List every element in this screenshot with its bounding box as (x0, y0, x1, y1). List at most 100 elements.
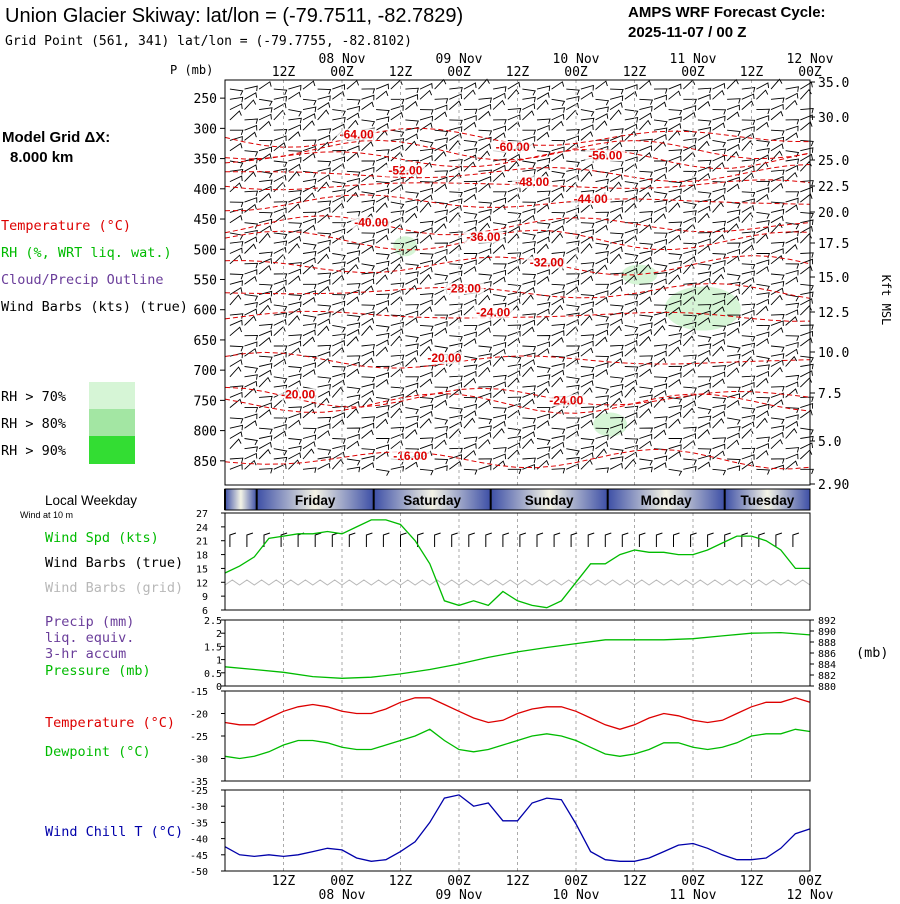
wind-barb (449, 447, 463, 454)
wind-barb (668, 346, 681, 357)
wind-barb (273, 279, 287, 286)
wind-barb (463, 377, 477, 388)
wind-barb (346, 170, 361, 177)
wind-barb (580, 459, 593, 470)
wind-barb (653, 285, 667, 295)
wind-barb (259, 98, 273, 107)
wind-barb (785, 237, 799, 244)
wind-barb (639, 328, 653, 337)
wind-barb (390, 105, 404, 111)
wind-barb (302, 336, 316, 347)
temperature-tick-label: -15 (190, 687, 208, 698)
wind-barb (288, 301, 302, 307)
wind-barb (478, 425, 492, 431)
wind-barb (375, 202, 388, 213)
wind-barb (361, 357, 374, 367)
wind-barb (361, 350, 375, 357)
wind-barb (361, 101, 374, 110)
wind-barb (346, 336, 359, 347)
wind-barb (653, 245, 667, 254)
wind-barb (405, 310, 419, 317)
wind-barb (799, 88, 812, 100)
wind-barb (449, 270, 463, 277)
wind-barb (697, 429, 710, 439)
wind-barb (405, 191, 419, 198)
wind-barb (741, 212, 754, 223)
top-hour-label: 12Z (272, 65, 296, 80)
wind-barb (653, 389, 667, 398)
wind-barb (229, 417, 244, 424)
wind-barb (770, 208, 785, 215)
wind-barb (683, 170, 697, 177)
wind-barb (288, 419, 301, 429)
wind-barb (288, 340, 302, 347)
wind-barb (405, 349, 419, 357)
wind-barb (551, 251, 566, 258)
wind-barb (288, 406, 303, 412)
pressure-tick-label: 880 (818, 682, 836, 693)
wind-barb (639, 283, 654, 289)
wind-barb (522, 352, 536, 359)
wind-barb (741, 263, 756, 270)
wind-barb (639, 433, 653, 440)
wind-barb (565, 181, 579, 193)
wind-barb (800, 147, 814, 153)
wind-barb (405, 100, 418, 110)
wind-barb (683, 321, 697, 328)
wind-barb (244, 459, 257, 470)
weekday-cell (256, 489, 374, 510)
wind-barb (697, 415, 712, 422)
wind-barb (492, 92, 506, 100)
wind-barb-10m (758, 532, 765, 547)
wind-barb (434, 417, 449, 425)
wind-barb (434, 216, 448, 224)
wind-barb (785, 374, 800, 381)
wind-barb (800, 370, 813, 378)
wind-barb (785, 92, 799, 100)
height-tick-label: 17.5 (818, 237, 849, 252)
wind-barb (522, 96, 536, 103)
wind-barb (785, 341, 799, 348)
wind-barb (551, 369, 565, 378)
top-hour-label: 12Z (740, 65, 764, 80)
wind-barb (741, 198, 755, 204)
wind-barb (317, 357, 331, 367)
wind-barb (346, 386, 361, 394)
wind-barb (566, 463, 580, 470)
wind-barb (244, 243, 257, 254)
wind-barb (317, 325, 330, 337)
wind-barb (653, 397, 666, 408)
wind-barb (580, 222, 595, 229)
wind-barb (624, 458, 637, 470)
wind-barb (419, 332, 434, 338)
wind-barb (580, 235, 594, 244)
wind-barb (332, 189, 346, 195)
wind-barb (375, 234, 389, 244)
wind-barb (244, 341, 258, 348)
wind-barb-10m (502, 532, 510, 547)
wind-barb (405, 284, 418, 295)
wind-barb (405, 415, 419, 422)
wind-barb (376, 109, 390, 116)
wind-barb (244, 236, 258, 244)
weekday-cell (490, 489, 608, 510)
wind-barb (799, 161, 812, 172)
wind-barb (609, 167, 624, 174)
forecast-cycle-value: 2025-11-07 / 00 Z (628, 24, 746, 41)
wind-barb (639, 355, 654, 361)
wind-barb (258, 441, 272, 450)
bottom-hour-label: 00Z (564, 874, 588, 889)
wind-barb (536, 438, 551, 446)
wind-barb (273, 423, 287, 430)
wind-barb (478, 208, 492, 215)
wind-barb (478, 320, 492, 327)
wind-barb (697, 277, 711, 285)
wind-barb (273, 312, 288, 319)
wind-barb (244, 92, 258, 100)
wind-barb (405, 238, 419, 244)
wind-barb (800, 114, 814, 121)
wind-barb (785, 309, 799, 316)
height-tick-label: 7.5 (818, 387, 841, 402)
top-date-label: 08 Nov (319, 52, 366, 67)
wind-barb (741, 349, 755, 357)
